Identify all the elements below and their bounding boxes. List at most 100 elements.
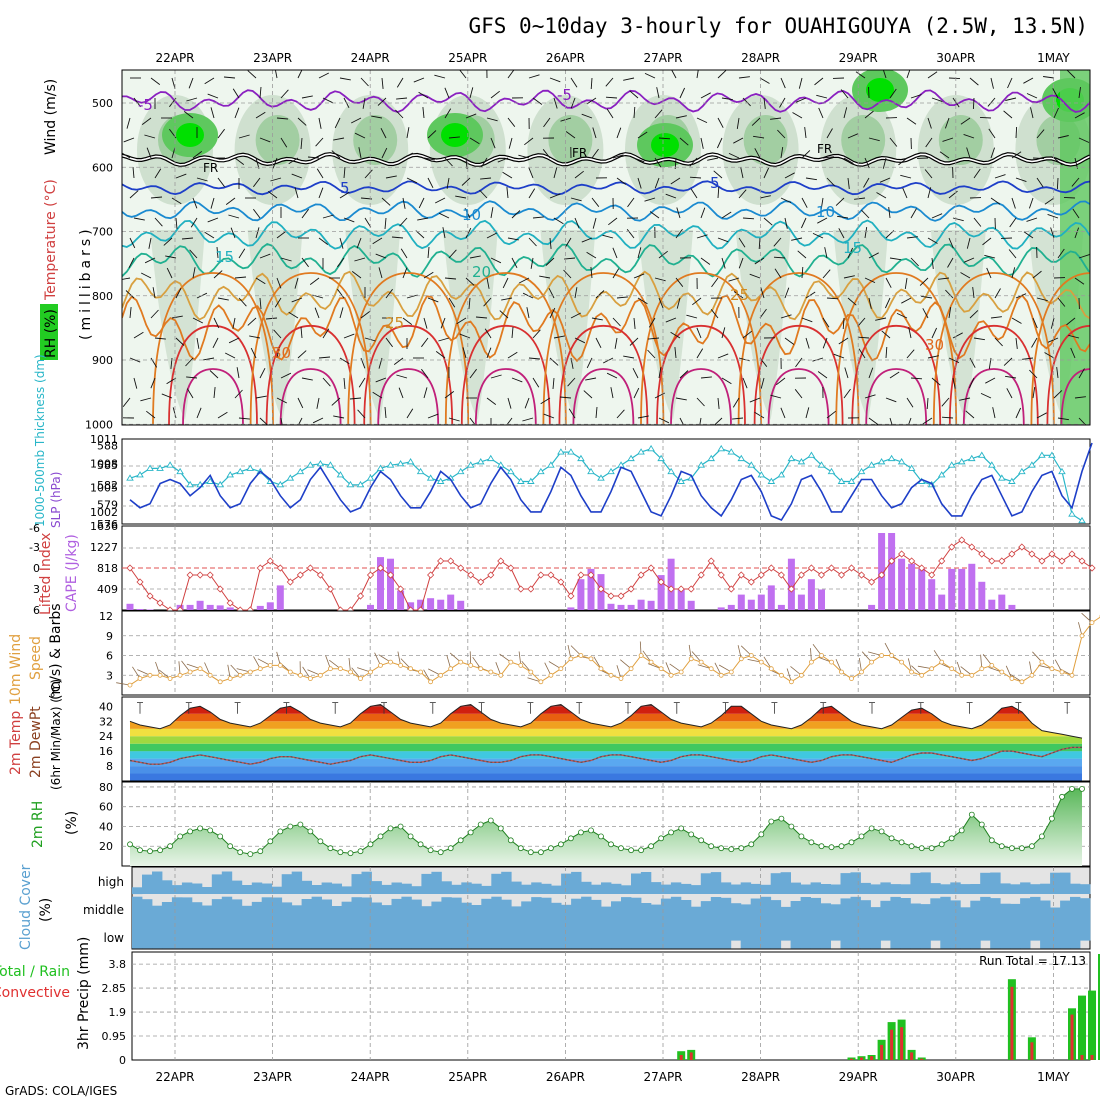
cape-bar bbox=[136, 609, 144, 610]
cloud-bar-middle bbox=[640, 903, 652, 921]
thickness-point bbox=[597, 474, 605, 481]
rh-point bbox=[217, 833, 224, 840]
rh-point bbox=[1019, 845, 1025, 852]
wind-barb bbox=[717, 397, 720, 409]
wind-barb bbox=[982, 237, 992, 246]
lifted-index-point bbox=[1038, 557, 1046, 565]
wind-barb bbox=[927, 237, 938, 244]
wind-barb bbox=[276, 277, 282, 289]
rh-point bbox=[678, 825, 685, 832]
cloud-bar-high bbox=[800, 884, 811, 894]
wind-barb bbox=[780, 197, 792, 204]
thickness-point bbox=[727, 448, 736, 455]
wind-barb bbox=[616, 296, 628, 299]
wind-barb bbox=[1043, 76, 1055, 79]
cloud-bar-middle bbox=[231, 899, 243, 921]
rh-plume bbox=[930, 230, 986, 420]
cloud-bar-low bbox=[291, 921, 303, 949]
wind-barb bbox=[234, 389, 243, 399]
wind-barb bbox=[595, 337, 602, 349]
wind-speed-point bbox=[789, 679, 794, 685]
cloud-bar-middle bbox=[251, 901, 263, 921]
li-tick: 3 bbox=[33, 583, 40, 596]
wind-barb bbox=[315, 137, 324, 147]
wind-barb bbox=[209, 370, 219, 379]
wind-barb bbox=[461, 177, 471, 186]
wind-barb bbox=[486, 232, 498, 239]
lifted-index-point bbox=[667, 585, 675, 593]
wind-speed-point bbox=[718, 672, 724, 678]
wind-barb bbox=[1047, 213, 1059, 219]
wind-barb bbox=[633, 273, 645, 279]
wind-barb bbox=[812, 232, 824, 239]
isotherm-label-10: 10 bbox=[816, 203, 835, 221]
wind-barb bbox=[272, 157, 278, 169]
wind-barb bbox=[152, 287, 156, 299]
thickness-point bbox=[356, 480, 365, 488]
cloud-bar-low bbox=[1060, 921, 1071, 949]
wind-barb bbox=[927, 187, 932, 199]
cape-bar bbox=[687, 600, 695, 610]
date-label-top: 27APR bbox=[643, 51, 682, 65]
isotherm-line bbox=[122, 180, 1090, 196]
wind-barb bbox=[740, 167, 744, 179]
wind-barb bbox=[462, 347, 467, 359]
cape-bar bbox=[958, 568, 966, 610]
rh-point bbox=[1059, 793, 1065, 800]
wind-barb bbox=[952, 217, 964, 222]
lifted-index-point bbox=[777, 571, 785, 579]
wind-barb bbox=[633, 157, 645, 163]
temp-color-band bbox=[130, 751, 1082, 759]
wind-barb bbox=[297, 70, 303, 79]
lifted-index-point bbox=[697, 571, 705, 579]
wind-barb bbox=[1078, 137, 1090, 143]
wind-barb bbox=[847, 133, 859, 139]
cloud-bar-middle bbox=[631, 897, 642, 921]
wind-speed-point bbox=[147, 672, 153, 678]
wind-barb bbox=[931, 327, 938, 339]
wind-barb bbox=[358, 147, 362, 159]
wind-barb bbox=[343, 166, 346, 179]
cloud-bar-low bbox=[1020, 921, 1031, 949]
wind-barb bbox=[196, 177, 208, 182]
wind-barb bbox=[760, 377, 765, 389]
cloud-bar-high bbox=[780, 872, 791, 894]
cloud-bar-low bbox=[980, 921, 991, 941]
wind-barb bbox=[553, 335, 565, 339]
thickness-point bbox=[817, 461, 826, 468]
wind-speed-point bbox=[688, 656, 694, 662]
wind-barb bbox=[507, 117, 516, 127]
wind-barb bbox=[1030, 107, 1034, 119]
cloud-bar-high bbox=[830, 884, 841, 894]
cloud-bar-low bbox=[1050, 921, 1061, 949]
cloud-bar-middle bbox=[171, 897, 183, 921]
temperature-isotherms bbox=[122, 89, 1090, 425]
wind-speed-point bbox=[237, 672, 243, 678]
wind-barb bbox=[919, 277, 929, 286]
cloud-bar-high bbox=[750, 883, 762, 894]
date-label-bottom: 26APR bbox=[546, 1070, 585, 1084]
cloud-bar-middle bbox=[820, 903, 831, 921]
wind-barb bbox=[728, 277, 740, 282]
lifted-index-point bbox=[577, 571, 585, 579]
cloud-bar-middle bbox=[161, 902, 173, 921]
cloud-bar-high bbox=[1080, 884, 1091, 894]
wind-barb bbox=[1005, 97, 1017, 101]
rh-point bbox=[918, 845, 925, 852]
cloud-bar-high bbox=[311, 885, 322, 894]
cloud-bar-middle bbox=[341, 901, 352, 921]
wind-barb bbox=[192, 197, 198, 209]
wind-barb bbox=[864, 110, 874, 119]
wind-barb bbox=[910, 208, 917, 219]
wind-barb bbox=[960, 117, 971, 125]
slp-line bbox=[129, 442, 1093, 521]
rh-point bbox=[868, 825, 875, 832]
wind-tick: 3 bbox=[106, 669, 113, 682]
wind-barb bbox=[733, 137, 744, 144]
cloud-bar-middle bbox=[501, 899, 512, 921]
wind-barb bbox=[717, 353, 729, 359]
cloud-bar-middle bbox=[281, 902, 293, 921]
lifted-index-point bbox=[627, 585, 635, 593]
cloud-bar-middle bbox=[191, 902, 203, 921]
